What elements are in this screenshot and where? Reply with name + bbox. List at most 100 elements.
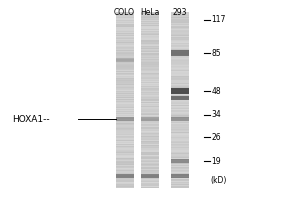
Bar [116, 80, 134, 81]
Bar [171, 79, 189, 80]
Bar [116, 23, 134, 24]
Bar [171, 49, 189, 50]
Bar [116, 117, 134, 118]
Bar [116, 129, 134, 130]
Bar [171, 111, 189, 112]
Bar [141, 15, 159, 16]
Bar [171, 71, 189, 72]
Bar [116, 32, 134, 33]
Bar [116, 139, 134, 140]
Bar [171, 13, 189, 14]
Bar [116, 150, 134, 151]
Bar [116, 40, 134, 41]
Bar [141, 98, 159, 99]
Bar [171, 45, 189, 46]
Bar [141, 175, 159, 176]
Bar [171, 48, 189, 49]
Bar [171, 18, 189, 19]
Bar [141, 174, 159, 178]
Bar [116, 108, 134, 109]
Bar [171, 141, 189, 142]
Bar [116, 177, 134, 178]
Bar [141, 84, 159, 85]
Bar [116, 125, 134, 126]
Bar [171, 26, 189, 27]
Bar [171, 129, 189, 130]
Bar [171, 140, 189, 141]
Bar [141, 177, 159, 178]
Bar [116, 95, 134, 96]
Bar [171, 123, 189, 124]
Bar [141, 82, 159, 83]
Bar [116, 18, 134, 19]
Bar [141, 145, 159, 146]
Bar [141, 37, 159, 38]
Bar [171, 165, 189, 166]
Bar [116, 25, 134, 26]
Bar [171, 110, 189, 111]
Bar [141, 130, 159, 131]
Bar [141, 58, 159, 59]
Bar [171, 33, 189, 34]
Bar [171, 118, 189, 119]
Bar [141, 134, 159, 135]
Bar [141, 117, 159, 118]
Bar [141, 24, 159, 25]
Bar [171, 181, 189, 182]
Bar [116, 161, 134, 162]
Bar [141, 168, 159, 169]
Bar [116, 79, 134, 80]
Text: HOXA1--: HOXA1-- [12, 114, 50, 123]
Bar [116, 170, 134, 171]
Bar [116, 90, 134, 91]
Bar [116, 44, 134, 45]
Bar [141, 28, 159, 29]
Bar [116, 38, 134, 39]
Bar [141, 108, 159, 109]
Bar [116, 156, 134, 157]
Bar [171, 86, 189, 87]
Bar [116, 144, 134, 145]
Bar [171, 98, 189, 99]
Bar [171, 39, 189, 40]
Bar [116, 148, 134, 149]
Bar [141, 132, 159, 133]
Bar [141, 102, 159, 103]
Bar [116, 92, 134, 93]
Bar [141, 66, 159, 67]
Bar [171, 50, 189, 56]
Bar [116, 14, 134, 15]
Bar [116, 70, 134, 71]
Bar [141, 53, 159, 54]
Bar [141, 14, 159, 15]
Bar [171, 151, 189, 152]
Bar [141, 67, 159, 68]
Bar [171, 29, 189, 30]
Bar [141, 129, 159, 130]
Text: 293: 293 [173, 8, 187, 17]
Bar [141, 127, 159, 128]
Bar [141, 161, 159, 162]
Bar [116, 179, 134, 180]
Bar [141, 139, 159, 140]
Bar [141, 97, 159, 98]
Text: 85: 85 [212, 48, 221, 58]
Bar [116, 146, 134, 147]
Bar [141, 65, 159, 66]
Bar [116, 41, 134, 42]
Bar [171, 72, 189, 73]
Bar [171, 70, 189, 71]
Bar [116, 86, 134, 87]
Bar [141, 54, 159, 55]
Bar [141, 147, 159, 148]
Bar [116, 113, 134, 114]
Bar [141, 99, 159, 100]
Bar [116, 153, 134, 154]
Bar [116, 160, 134, 161]
Bar [116, 68, 134, 69]
Bar [141, 167, 159, 168]
Bar [171, 105, 189, 106]
Bar [171, 93, 189, 94]
Bar [141, 173, 159, 174]
Bar [116, 151, 134, 152]
